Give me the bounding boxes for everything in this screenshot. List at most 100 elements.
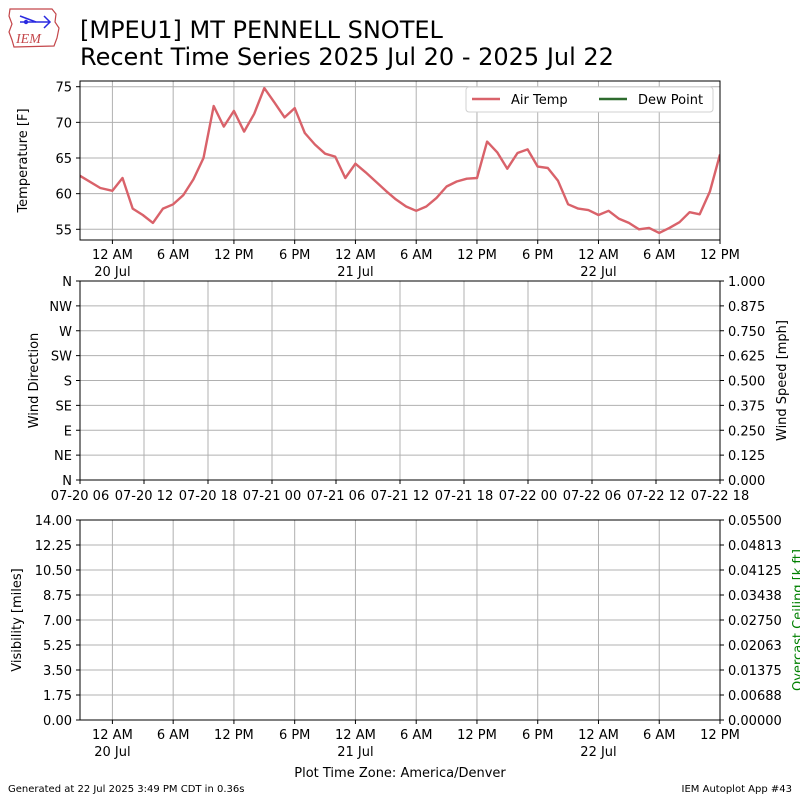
visibility-tick-label: 7.00 bbox=[43, 614, 72, 629]
ceiling-axis-label: Overcast Ceiling [k ft] bbox=[791, 549, 800, 691]
ceiling-tick-label: 0.02063 bbox=[728, 639, 782, 654]
visibility-tick-label: 12.25 bbox=[35, 539, 72, 554]
visibility-tick-label: 0.00 bbox=[43, 714, 72, 729]
temp-xtick-label: 6 AM bbox=[157, 248, 190, 263]
wind-xtick-label: 07-21 18 bbox=[435, 489, 493, 504]
iem-logo: IEM bbox=[8, 8, 60, 48]
legend-label-air-temp: Air Temp bbox=[511, 93, 568, 108]
ceiling-tick-label: 0.02750 bbox=[728, 614, 782, 629]
vis-xtick-date-label: 21 Jul bbox=[337, 745, 373, 760]
app-footer: IEM Autoplot App #43 bbox=[681, 784, 792, 795]
vis-xtick-label: 6 PM bbox=[522, 728, 553, 743]
visibility-tick-label: 14.00 bbox=[35, 514, 72, 529]
wind-xtick-label: 07-22 00 bbox=[499, 489, 557, 504]
wind-dir-tick-label: S bbox=[64, 375, 72, 390]
vis-xtick-label: 6 AM bbox=[643, 728, 676, 743]
temp-xtick-label: 12 AM bbox=[578, 248, 619, 263]
wind-speed-tick-label: 0.250 bbox=[728, 424, 765, 439]
air-temp-line bbox=[80, 86, 720, 235]
temp-xtick-label: 6 PM bbox=[279, 248, 310, 263]
vis-xtick-label: 6 AM bbox=[157, 728, 190, 743]
wind-plot-frame bbox=[79, 280, 721, 481]
temp-plot-frame bbox=[79, 80, 721, 241]
vis-xtick-label: 12 AM bbox=[92, 728, 133, 743]
temp-xtick-date-label: 20 Jul bbox=[94, 265, 130, 280]
vis-xtick-label: 6 PM bbox=[279, 728, 310, 743]
chart-title: [MPEU1] MT PENNELL SNOTEL bbox=[80, 16, 443, 44]
wind-dir-tick-label: N bbox=[62, 474, 72, 489]
chart-subtitle: Recent Time Series 2025 Jul 20 - 2025 Ju… bbox=[80, 43, 614, 71]
wind-speed-tick-label: 0.375 bbox=[728, 399, 765, 414]
wind-dir-tick-label: NW bbox=[49, 300, 72, 315]
wind-dir-tick-label: SE bbox=[56, 399, 72, 414]
visibility-tick-label: 10.50 bbox=[35, 564, 72, 579]
wind-dir-tick-label: NE bbox=[54, 449, 72, 464]
svg-text:IEM: IEM bbox=[15, 32, 42, 47]
wind-xtick-label: 07-20 12 bbox=[115, 489, 173, 504]
legend-box bbox=[465, 86, 714, 113]
legend-label-dew-point: Dew Point bbox=[638, 93, 703, 108]
wind-speed-tick-label: 1.000 bbox=[728, 275, 765, 290]
ceiling-tick-label: 0.05500 bbox=[728, 514, 782, 529]
temp-xtick-label: 12 AM bbox=[92, 248, 133, 263]
ceiling-tick-label: 0.03438 bbox=[728, 589, 782, 604]
wind-dir-tick-label: N bbox=[62, 275, 72, 290]
ceiling-tick-label: 0.00000 bbox=[728, 714, 782, 729]
wind-speed-tick-label: 0.875 bbox=[728, 300, 765, 315]
wind-xtick-label: 07-20 18 bbox=[179, 489, 237, 504]
wind-xtick-label: 07-22 12 bbox=[627, 489, 685, 504]
temp-xtick-label: 6 AM bbox=[400, 248, 433, 263]
wind-xtick-label: 07-22 06 bbox=[563, 489, 621, 504]
temp-xtick-label: 6 AM bbox=[643, 248, 676, 263]
vis-xtick-label: 12 AM bbox=[335, 728, 376, 743]
wind-direction-axis-label: Wind Direction bbox=[27, 333, 42, 429]
wind-speed-tick-label: 0.000 bbox=[728, 474, 765, 489]
visibility-tick-label: 3.50 bbox=[43, 664, 72, 679]
ceiling-tick-label: 0.01375 bbox=[728, 664, 782, 679]
temp-xtick-label: 12 PM bbox=[700, 248, 740, 263]
wind-dir-tick-label: W bbox=[59, 325, 72, 340]
wind-speed-tick-label: 0.500 bbox=[728, 375, 765, 390]
temp-ytick-label: 65 bbox=[55, 152, 72, 167]
wind-xtick-label: 07-21 00 bbox=[243, 489, 301, 504]
generated-footer: Generated at 22 Jul 2025 3:49 PM CDT in … bbox=[8, 784, 245, 795]
visibility-tick-label: 1.75 bbox=[43, 689, 72, 704]
time-zone-label: Plot Time Zone: America/Denver bbox=[294, 766, 506, 781]
temp-xtick-date-label: 22 Jul bbox=[580, 265, 616, 280]
temp-xtick-label: 6 PM bbox=[522, 248, 553, 263]
ceiling-tick-label: 0.04813 bbox=[728, 539, 782, 554]
vis-plot-frame bbox=[79, 519, 721, 721]
wind-xtick-label: 07-21 06 bbox=[307, 489, 365, 504]
vis-xtick-label: 12 PM bbox=[214, 728, 254, 743]
ceiling-tick-label: 0.00688 bbox=[728, 689, 782, 704]
vis-xtick-label: 12 PM bbox=[457, 728, 497, 743]
wind-speed-tick-label: 0.750 bbox=[728, 325, 765, 340]
temp-xtick-date-label: 21 Jul bbox=[337, 265, 373, 280]
temp-y-axis-label: Temperature [F] bbox=[16, 108, 31, 213]
visibility-tick-label: 5.25 bbox=[43, 639, 72, 654]
temp-ytick-label: 70 bbox=[55, 116, 72, 131]
temp-xtick-label: 12 PM bbox=[214, 248, 254, 263]
vis-xtick-label: 12 AM bbox=[578, 728, 619, 743]
visibility-axis-label: Visibility [miles] bbox=[10, 568, 25, 671]
ceiling-tick-label: 0.04125 bbox=[728, 564, 782, 579]
wind-dir-tick-label: E bbox=[64, 424, 72, 439]
wind-xtick-label: 07-20 06 bbox=[51, 489, 109, 504]
vis-xtick-date-label: 20 Jul bbox=[94, 745, 130, 760]
temp-xtick-label: 12 AM bbox=[335, 248, 376, 263]
temp-ytick-label: 60 bbox=[55, 188, 72, 203]
temp-ytick-label: 55 bbox=[55, 223, 72, 238]
temp-xtick-label: 12 PM bbox=[457, 248, 497, 263]
wind-dir-tick-label: SW bbox=[51, 350, 72, 365]
wind-speed-axis-label: Wind Speed [mph] bbox=[775, 320, 790, 441]
visibility-tick-label: 8.75 bbox=[43, 589, 72, 604]
wind-speed-tick-label: 0.125 bbox=[728, 449, 765, 464]
vis-xtick-date-label: 22 Jul bbox=[580, 745, 616, 760]
wind-xtick-label: 07-22 18 bbox=[691, 489, 749, 504]
vis-xtick-label: 12 PM bbox=[700, 728, 740, 743]
wind-speed-tick-label: 0.625 bbox=[728, 350, 765, 365]
vis-xtick-label: 6 AM bbox=[400, 728, 433, 743]
temp-ytick-label: 75 bbox=[55, 81, 72, 96]
wind-xtick-label: 07-21 12 bbox=[371, 489, 429, 504]
